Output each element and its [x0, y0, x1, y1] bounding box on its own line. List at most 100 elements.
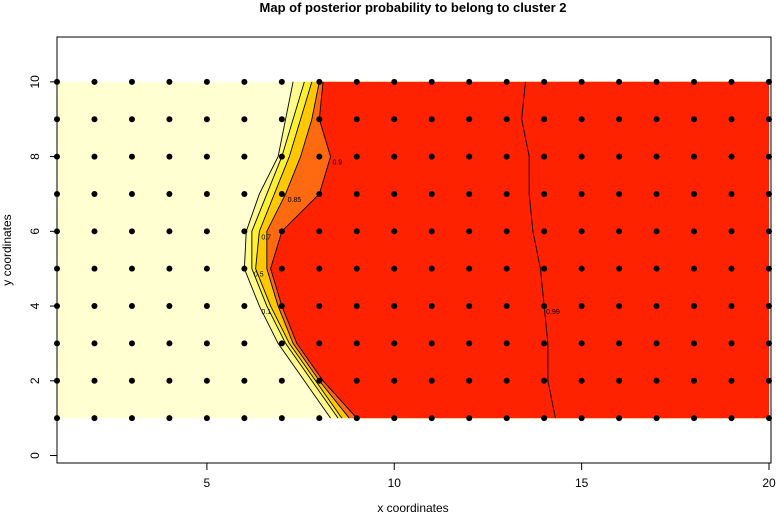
data-point: [241, 265, 248, 272]
data-point: [91, 190, 98, 197]
data-point: [466, 228, 473, 235]
data-point: [728, 116, 735, 123]
data-point: [353, 116, 360, 123]
data-point: [653, 228, 660, 235]
contour-line: [266, 81, 350, 419]
data-point: [653, 265, 660, 272]
y-tick-label: 2: [28, 377, 42, 384]
data-point: [616, 265, 623, 272]
contour-line: [251, 81, 339, 419]
data-point: [578, 190, 585, 197]
contour-label: 0.1: [261, 309, 271, 316]
data-point: [203, 377, 210, 384]
data-point: [428, 340, 435, 347]
data-point: [466, 265, 473, 272]
data-point: [653, 153, 660, 160]
data-point: [503, 340, 510, 347]
data-point: [466, 415, 473, 422]
data-point: [728, 303, 735, 310]
data-point: [203, 228, 210, 235]
data-point: [503, 116, 510, 123]
data-point: [316, 78, 323, 85]
data-point: [391, 190, 398, 197]
data-point: [503, 153, 510, 160]
data-point: [578, 377, 585, 384]
probability-band: [521, 81, 769, 419]
data-point: [353, 228, 360, 235]
data-point: [541, 116, 548, 123]
data-point: [578, 228, 585, 235]
data-point: [691, 303, 698, 310]
x-tick-label: 10: [388, 476, 402, 490]
data-point: [541, 377, 548, 384]
data-point: [316, 190, 323, 197]
data-point: [541, 190, 548, 197]
data-point: [691, 340, 698, 347]
data-point: [203, 415, 210, 422]
y-tick-label: 4: [28, 302, 42, 309]
data-point: [541, 303, 548, 310]
data-point: [578, 303, 585, 310]
data-point: [241, 340, 248, 347]
y-tick-label: 0: [28, 452, 42, 459]
data-point: [166, 340, 173, 347]
data-point: [466, 303, 473, 310]
data-point: [728, 78, 735, 85]
data-point: [391, 265, 398, 272]
contour-label: 0.99: [546, 309, 560, 316]
data-point: [728, 153, 735, 160]
data-point: [316, 377, 323, 384]
data-point: [616, 340, 623, 347]
data-point: [203, 116, 210, 123]
data-point: [691, 190, 698, 197]
data-point: [616, 116, 623, 123]
data-point: [128, 265, 135, 272]
data-point: [391, 415, 398, 422]
data-point: [391, 377, 398, 384]
data-point: [353, 415, 360, 422]
contour-line: [243, 81, 331, 419]
data-point: [166, 415, 173, 422]
data-point: [241, 190, 248, 197]
data-point: [466, 377, 473, 384]
data-point: [91, 78, 98, 85]
data-point: [428, 415, 435, 422]
data-point: [541, 228, 548, 235]
data-point: [428, 303, 435, 310]
data-point: [691, 415, 698, 422]
data-point: [353, 78, 360, 85]
data-point: [353, 190, 360, 197]
data-point: [91, 340, 98, 347]
data-point: [278, 415, 285, 422]
data-point: [278, 265, 285, 272]
data-point: [578, 116, 585, 123]
data-point: [166, 190, 173, 197]
data-point: [353, 153, 360, 160]
data-point: [653, 78, 660, 85]
data-point: [316, 116, 323, 123]
data-point: [128, 78, 135, 85]
data-point: [391, 228, 398, 235]
data-point: [316, 340, 323, 347]
data-point: [653, 377, 660, 384]
data-point: [541, 415, 548, 422]
data-point: [203, 78, 210, 85]
data-point: [728, 228, 735, 235]
data-point: [203, 265, 210, 272]
data-point: [353, 265, 360, 272]
y-tick-label: 6: [28, 228, 42, 235]
data-point: [653, 340, 660, 347]
data-point: [391, 153, 398, 160]
data-point: [316, 153, 323, 160]
data-point: [91, 377, 98, 384]
y-axis-label: y coordinates: [0, 214, 14, 285]
data-point: [91, 303, 98, 310]
data-point: [503, 190, 510, 197]
data-point: [541, 265, 548, 272]
data-point: [278, 153, 285, 160]
data-point: [278, 190, 285, 197]
data-point: [466, 190, 473, 197]
data-point: [728, 377, 735, 384]
data-point: [353, 377, 360, 384]
contour-line: [521, 81, 556, 419]
